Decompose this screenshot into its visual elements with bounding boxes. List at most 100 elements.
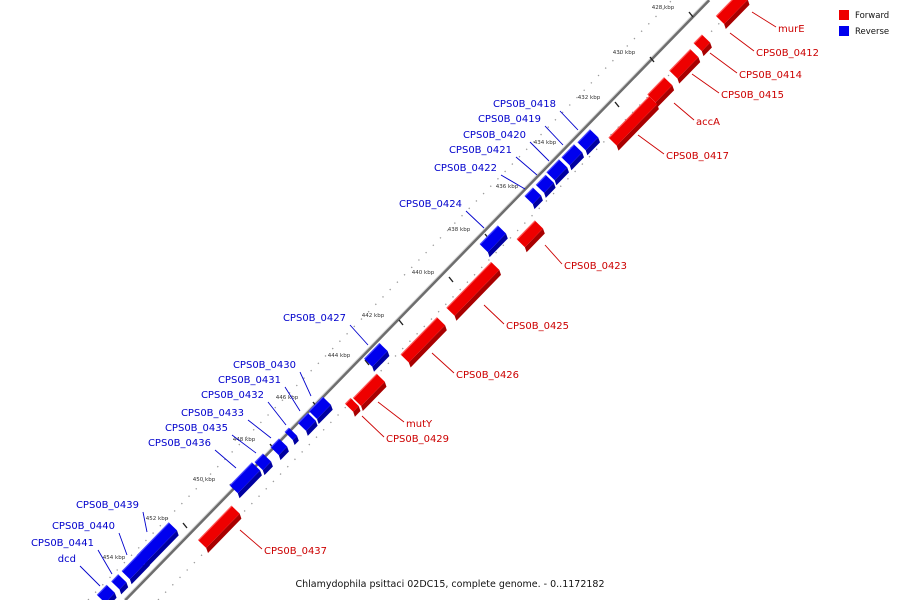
- scale-tick: [649, 56, 655, 63]
- reverse-gene-11[interactable]: [254, 453, 273, 476]
- reverse-leader-line: [267, 401, 287, 426]
- gene-highlight: [561, 144, 575, 159]
- reverse-gene-label[interactable]: dcd: [58, 554, 76, 565]
- gene-side-face: [569, 152, 584, 171]
- gene-side-face: [554, 167, 569, 186]
- reverse-gene-1[interactable]: [561, 144, 584, 171]
- reverse-gene-4[interactable]: [524, 187, 543, 210]
- forward-gene-4[interactable]: [608, 95, 659, 151]
- forward-gene-9[interactable]: [344, 397, 361, 417]
- forward-gene-label[interactable]: CPS0B_0423: [564, 261, 627, 272]
- forward-gene-8[interactable]: [352, 373, 387, 411]
- reverse-gene-label[interactable]: CPS0B_0436: [148, 438, 211, 449]
- forward-gene-label[interactable]: CPS0B_0414: [739, 70, 802, 81]
- gene-top-face: [546, 159, 568, 181]
- reverse-leader-line: [515, 156, 538, 176]
- reverse-gene-label[interactable]: CPS0B_0424: [399, 199, 462, 210]
- reverse-gene-12[interactable]: [229, 462, 262, 499]
- legend-item-reverse[interactable]: Reverse: [839, 26, 889, 37]
- reverse-leader-line: [214, 449, 237, 469]
- scale-tick-label: 430 kbp: [613, 50, 636, 56]
- reverse-gene-label[interactable]: CPS0B_0441: [31, 538, 94, 549]
- gene-highlight: [254, 453, 264, 463]
- gene-side-face: [107, 592, 117, 600]
- gene-top-face: [446, 262, 500, 316]
- forward-gene-label[interactable]: murE: [778, 24, 805, 35]
- forward-gene-0[interactable]: [715, 0, 750, 29]
- genome-caption: Chlamydophila psittaci 02DC15, complete …: [295, 579, 604, 590]
- reverse-gene-14[interactable]: [121, 552, 150, 585]
- gene-side-face: [262, 461, 273, 476]
- gene-side-face: [724, 0, 750, 29]
- gene-top-face: [400, 317, 446, 363]
- forward-gene-label[interactable]: CPS0B_0426: [456, 370, 519, 381]
- reverse-gene-6[interactable]: [363, 342, 390, 372]
- gene-side-face: [317, 404, 333, 424]
- reverse-gene-0[interactable]: [577, 129, 600, 156]
- legend-item-forward[interactable]: Forward: [839, 10, 889, 21]
- reverse-leader-line: [529, 141, 550, 162]
- reverse-gene-9[interactable]: [284, 427, 299, 445]
- forward-leader-line: [729, 32, 755, 52]
- reverse-gene-label[interactable]: CPS0B_0440: [52, 521, 115, 532]
- reverse-gene-label[interactable]: CPS0B_0430: [233, 360, 296, 371]
- reverse-gene-label[interactable]: CPS0B_0427: [283, 313, 346, 324]
- gene-top-face: [97, 585, 115, 600]
- forward-gene-2[interactable]: [669, 48, 701, 84]
- reverse-gene-label[interactable]: CPS0B_0433: [181, 408, 244, 419]
- reverse-gene-10[interactable]: [270, 438, 289, 461]
- forward-gene-label[interactable]: CPS0B_0425: [506, 321, 569, 332]
- gene-top-face: [229, 462, 261, 494]
- reverse-gene-label[interactable]: CPS0B_0420: [463, 130, 526, 141]
- label-leader-lines: [79, 11, 777, 587]
- reverse-gene-label[interactable]: CPS0B_0431: [218, 375, 281, 386]
- reverse-leader-line: [559, 110, 579, 131]
- gene-highlight: [535, 174, 547, 186]
- forward-gene-label[interactable]: CPS0B_0429: [386, 434, 449, 445]
- reverse-gene-15[interactable]: [111, 574, 129, 595]
- gene-top-face: [364, 343, 388, 367]
- reverse-gene-label[interactable]: CPS0B_0422: [434, 163, 497, 174]
- forward-gene-7[interactable]: [400, 317, 447, 368]
- forward-gene-10[interactable]: [197, 505, 242, 553]
- reverse-gene-label[interactable]: CPS0B_0435: [165, 423, 228, 434]
- gene-highlight: [693, 34, 703, 44]
- reverse-gene-8[interactable]: [297, 412, 318, 436]
- forward-gene-label[interactable]: CPS0B_0417: [666, 151, 729, 162]
- reverse-gene-label[interactable]: CPS0B_0439: [76, 500, 139, 511]
- forward-gene-5[interactable]: [516, 220, 545, 253]
- forward-gene-label[interactable]: accA: [696, 117, 720, 128]
- reverse-gene-label[interactable]: CPS0B_0418: [493, 99, 556, 110]
- forward-gene-label[interactable]: CPS0B_0437: [264, 546, 327, 557]
- gene-highlight: [96, 584, 108, 596]
- gene-top-face: [536, 175, 554, 193]
- scale-tick-label: 442 kbp: [362, 313, 385, 319]
- gene-highlight: [121, 552, 141, 572]
- reverse-gene-5[interactable]: [479, 225, 508, 258]
- reverse-gene-label[interactable]: CPS0B_0419: [478, 114, 541, 125]
- reverse-gene-2[interactable]: [546, 159, 569, 186]
- reverse-leader-line: [97, 549, 113, 575]
- forward-leader-line: [361, 415, 385, 438]
- reverse-gene-3[interactable]: [535, 174, 556, 198]
- gene-highlight: [479, 225, 499, 245]
- forward-gene-1[interactable]: [693, 34, 712, 57]
- gene-side-face: [585, 137, 600, 156]
- reverse-gene-7[interactable]: [308, 396, 333, 424]
- reverse-gene-16[interactable]: [96, 584, 117, 600]
- gene-highlight: [608, 95, 650, 139]
- reverse-gene-label[interactable]: CPS0B_0432: [201, 390, 264, 401]
- forward-gene-label[interactable]: CPS0B_0415: [721, 90, 784, 101]
- gene-highlight: [197, 505, 233, 541]
- reverse-gene-label[interactable]: CPS0B_0421: [449, 145, 512, 156]
- legend-reverse-swatch: [839, 26, 849, 36]
- forward-gene-label[interactable]: mutY: [406, 419, 433, 430]
- gene-side-face: [544, 182, 556, 198]
- forward-leader-line: [637, 134, 665, 155]
- gene-highlight: [136, 522, 170, 557]
- forward-gene-3[interactable]: [647, 77, 675, 108]
- reverse-gene-13[interactable]: [136, 522, 179, 569]
- gene-highlight: [363, 342, 381, 360]
- forward-gene-label[interactable]: CPS0B_0412: [756, 48, 819, 59]
- forward-gene-6[interactable]: [446, 261, 501, 321]
